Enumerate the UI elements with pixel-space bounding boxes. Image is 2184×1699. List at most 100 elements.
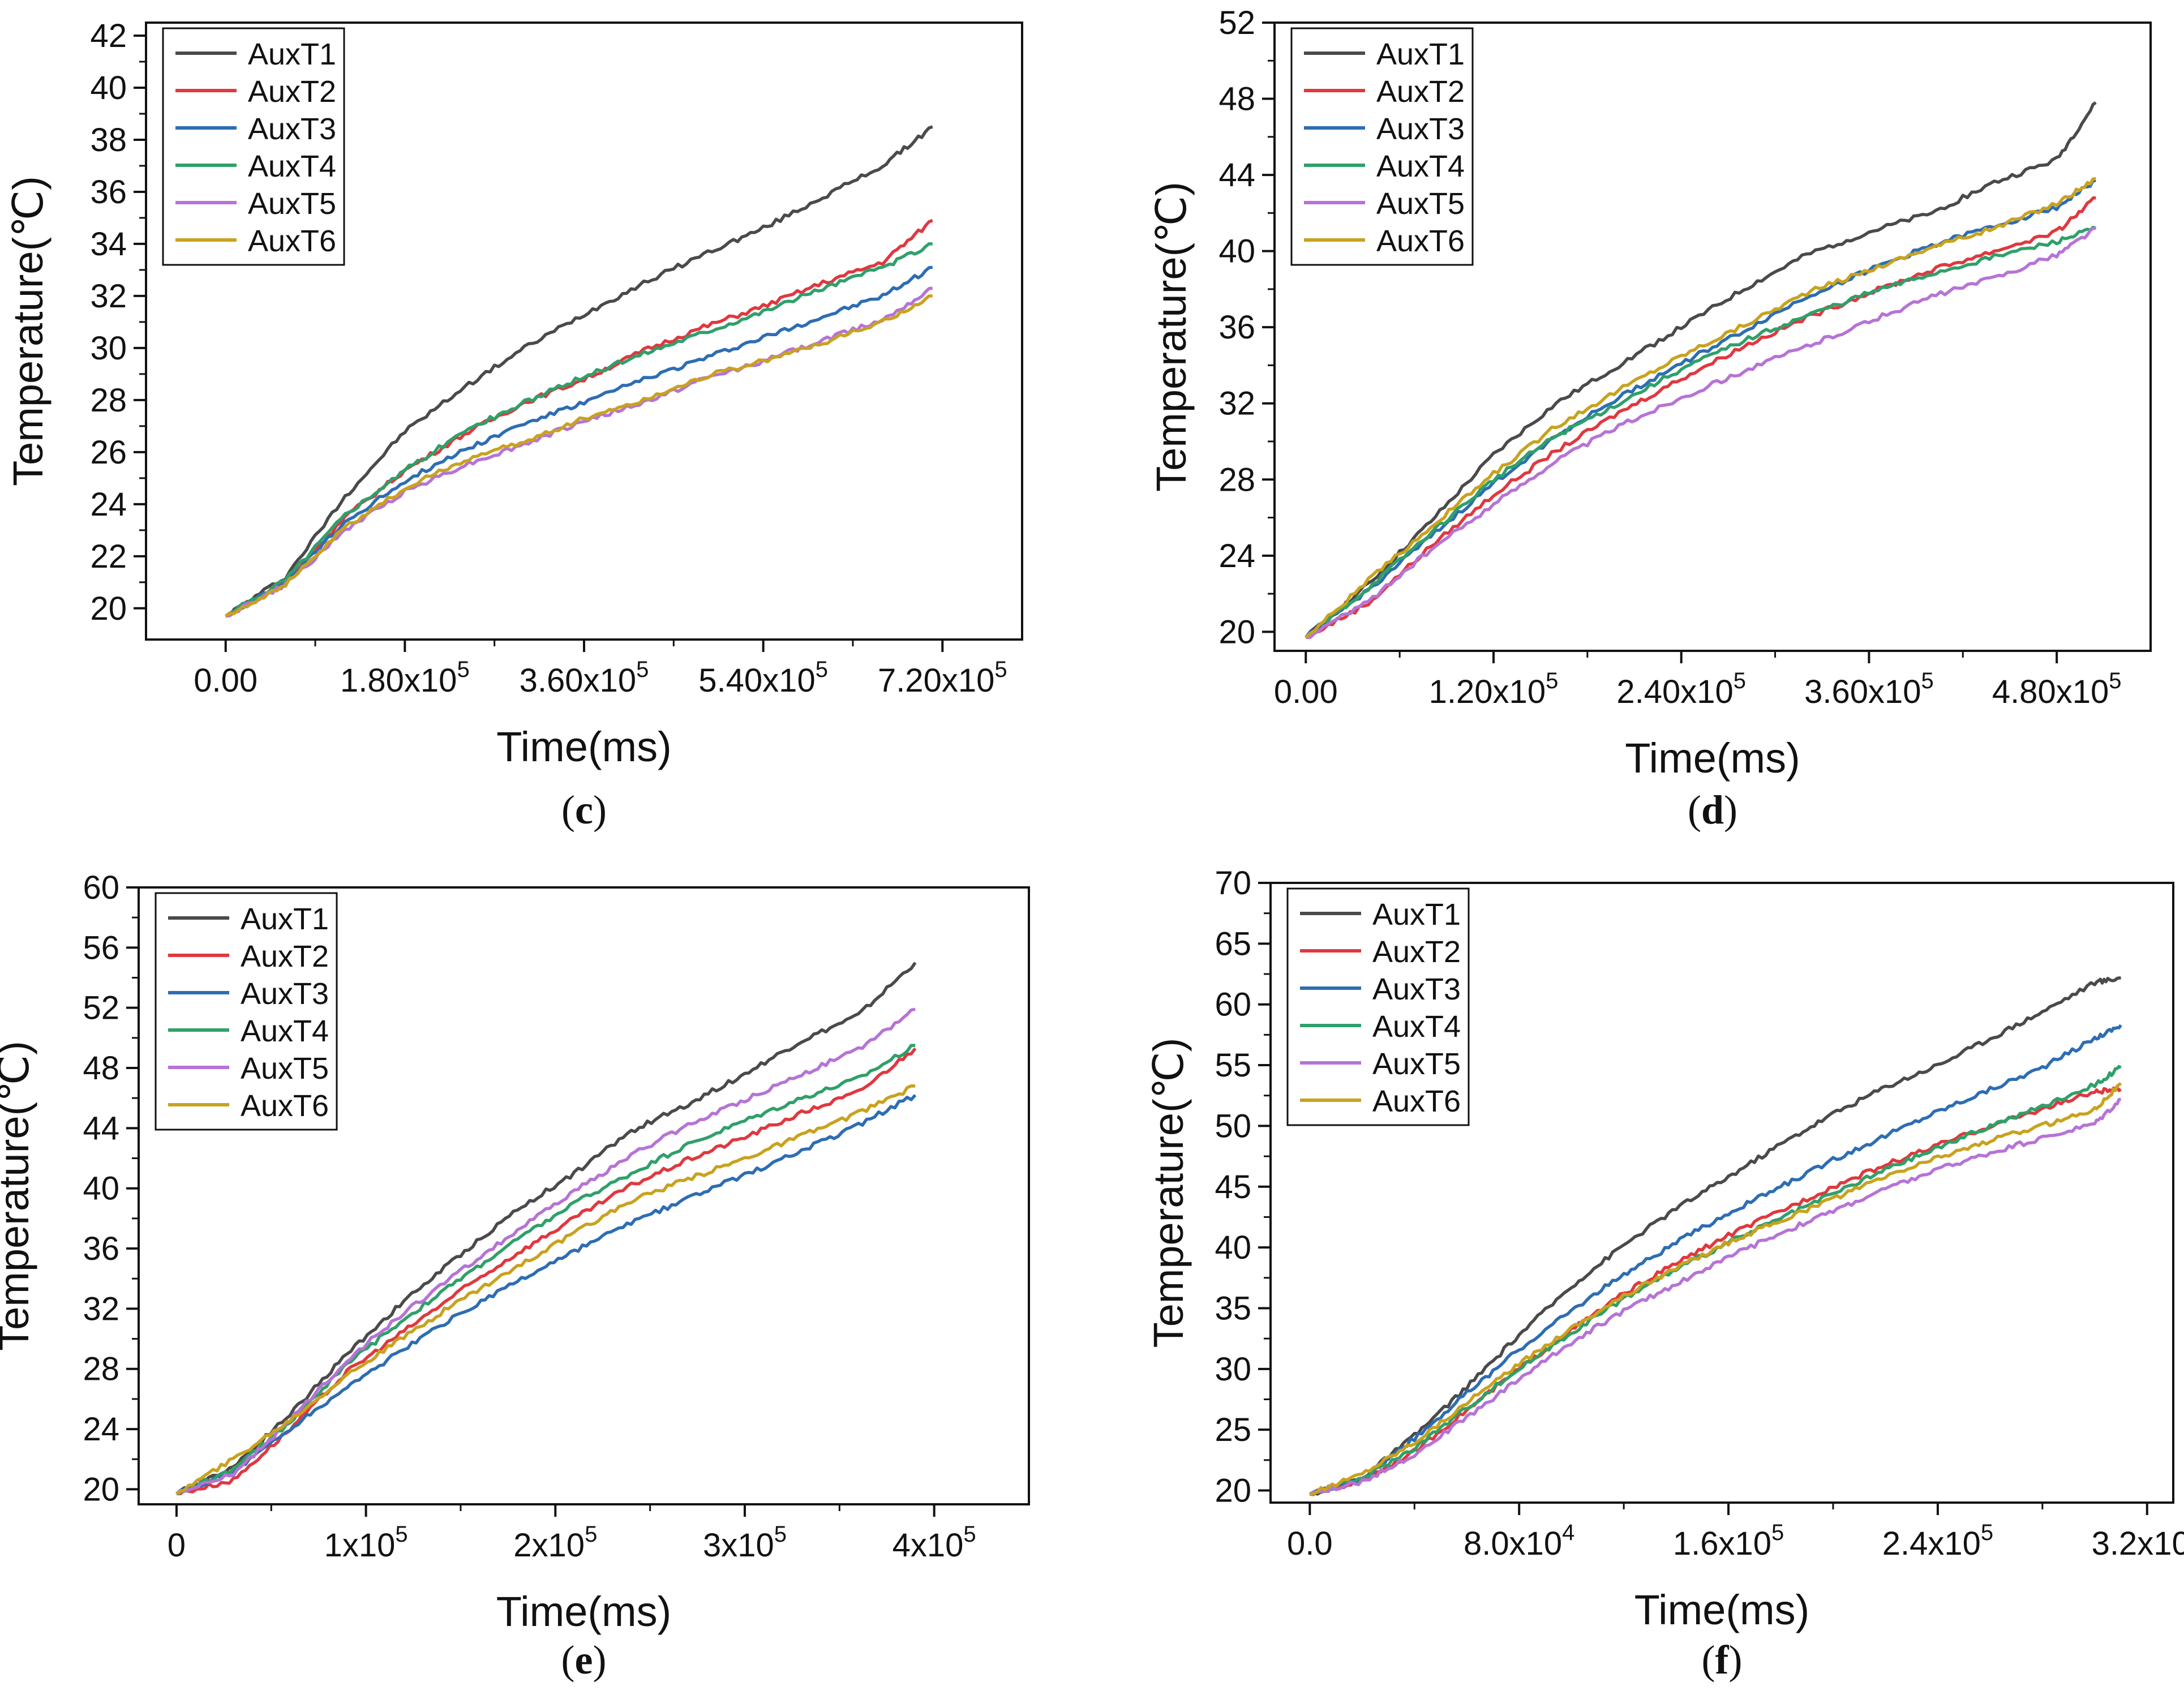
legend-label: AuxT3 bbox=[1376, 112, 1465, 146]
y-tick-label: 65 bbox=[1215, 925, 1251, 962]
legend-label: AuxT2 bbox=[241, 939, 329, 973]
y-tick-label: 40 bbox=[90, 70, 127, 106]
y-tick-label: 44 bbox=[83, 1110, 119, 1147]
legend-box bbox=[1290, 27, 1474, 266]
y-tick-label: 70 bbox=[1215, 865, 1251, 902]
x-tick-label-base: 5.40x10 bbox=[698, 662, 815, 699]
x-axis-label: Time(ms) bbox=[1634, 1586, 1810, 1633]
legend-label: AuxT5 bbox=[248, 187, 336, 221]
y-axis-label: Temperature(℃) bbox=[1148, 182, 1195, 492]
y-tick-label: 20 bbox=[90, 590, 127, 627]
x-tick-label-exponent: 5 bbox=[1771, 1520, 1784, 1545]
series-line-auxt3 bbox=[1308, 1024, 2122, 1496]
legend-label: AuxT3 bbox=[1372, 972, 1461, 1006]
x-tick-label: 1x105 bbox=[324, 1522, 408, 1564]
legend-label: AuxT2 bbox=[1372, 935, 1461, 969]
legend-label: AuxT4 bbox=[241, 1014, 329, 1048]
plot-frame bbox=[1269, 882, 2174, 1504]
legend-label: AuxT3 bbox=[241, 977, 329, 1011]
legend-label: AuxT4 bbox=[248, 149, 336, 183]
x-axis-label: Time(ms) bbox=[496, 723, 672, 770]
series-line-auxt1 bbox=[175, 962, 917, 1495]
y-tick-label: 40 bbox=[83, 1170, 119, 1207]
x-tick-label: 5.40x105 bbox=[698, 657, 828, 699]
x-tick-label-base: 2.4x10 bbox=[1882, 1525, 1981, 1562]
x-tick-label-base: 1.6x10 bbox=[1673, 1525, 1771, 1562]
series-line-auxt6 bbox=[225, 294, 933, 617]
x-tick-label-base: 7.20x10 bbox=[878, 662, 994, 699]
x-tick-label-base: 4.80x10 bbox=[1992, 673, 2109, 710]
x-tick-label-exponent: 5 bbox=[774, 1522, 787, 1547]
panel-caption: (e) bbox=[561, 1637, 607, 1683]
x-tick-label-exponent: 5 bbox=[636, 657, 649, 682]
x-tick-label-exponent: 5 bbox=[457, 657, 469, 682]
x-tick-label-base: 0.0 bbox=[1287, 1525, 1333, 1562]
series-line-auxt5 bbox=[1308, 1097, 2121, 1496]
x-tick-label-base: 0.00 bbox=[194, 662, 258, 699]
x-tick-label-exponent: 5 bbox=[2109, 668, 2121, 693]
x-tick-label: 2.40x105 bbox=[1616, 668, 1746, 710]
y-tick-label: 32 bbox=[83, 1290, 119, 1327]
series-line-auxt6 bbox=[1310, 1082, 2122, 1496]
series-line-auxt1 bbox=[225, 125, 933, 618]
legend-box bbox=[162, 27, 345, 266]
x-tick-label: 2.4x105 bbox=[1882, 1520, 1993, 1562]
series-line-auxt3 bbox=[225, 265, 933, 618]
y-tick-label: 52 bbox=[83, 990, 119, 1027]
x-tick-label: 2x105 bbox=[513, 1522, 597, 1564]
y-tick-label: 50 bbox=[1215, 1108, 1251, 1144]
panel-caption-letter: e bbox=[575, 1637, 593, 1683]
legend-label: AuxT2 bbox=[248, 75, 336, 109]
y-tick-label: 24 bbox=[1218, 538, 1255, 574]
legend-label: AuxT5 bbox=[1376, 187, 1465, 221]
plot-frame bbox=[138, 886, 1030, 1505]
series-line-auxt4 bbox=[225, 242, 933, 617]
legend-label: AuxT1 bbox=[241, 902, 329, 936]
x-tick-label-exponent: 5 bbox=[585, 1522, 597, 1547]
y-tick-label: 26 bbox=[90, 434, 127, 471]
y-tick-label: 20 bbox=[83, 1471, 119, 1508]
legend-label: AuxT6 bbox=[1372, 1084, 1461, 1118]
x-tick-label: 0.00 bbox=[194, 662, 258, 699]
plot-frame bbox=[1273, 22, 2152, 652]
x-tick-label-exponent: 4 bbox=[1562, 1520, 1574, 1545]
x-tick-label-base: 2.40x10 bbox=[1616, 673, 1733, 710]
legend-box bbox=[155, 892, 338, 1131]
y-tick-label: 44 bbox=[1218, 157, 1255, 194]
x-tick-label: 0 bbox=[168, 1527, 186, 1564]
legend-label: AuxT5 bbox=[241, 1052, 329, 1086]
x-tick-label: 1.6x105 bbox=[1673, 1520, 1784, 1562]
series-line-auxt5 bbox=[175, 1007, 916, 1495]
panel-caption-letter: c bbox=[575, 787, 593, 833]
series-group bbox=[175, 962, 917, 1496]
x-tick-label: 3.60x105 bbox=[1804, 668, 1934, 710]
legend-label: AuxT3 bbox=[248, 112, 336, 146]
x-tick-label-exponent: 5 bbox=[994, 657, 1007, 682]
series-line-auxt5 bbox=[1306, 226, 2096, 640]
x-tick-label-base: 3.60x10 bbox=[1804, 673, 1921, 710]
y-axis-label: Temperature(℃) bbox=[5, 176, 52, 486]
y-axis-label: Temperature(℃) bbox=[1145, 1038, 1192, 1348]
legend-label: AuxT1 bbox=[1372, 898, 1461, 932]
y-tick-label: 42 bbox=[90, 18, 127, 54]
y-tick-label: 52 bbox=[1218, 5, 1255, 41]
series-line-auxt6 bbox=[175, 1084, 916, 1495]
x-tick-label: 0.0 bbox=[1287, 1525, 1333, 1562]
x-tick-label-exponent: 5 bbox=[1546, 668, 1558, 693]
y-tick-label: 28 bbox=[1218, 461, 1255, 498]
series-line-auxt2 bbox=[176, 1047, 917, 1496]
y-tick-label: 28 bbox=[83, 1351, 119, 1388]
y-axis-label: Temperature(℃) bbox=[0, 1041, 37, 1351]
x-tick-label-base: 1.20x10 bbox=[1429, 673, 1546, 710]
y-tick-label: 32 bbox=[1218, 385, 1255, 422]
x-tick-label-base: 3x10 bbox=[703, 1527, 774, 1564]
panel-caption-letter: f bbox=[1715, 1637, 1730, 1683]
y-tick-label: 20 bbox=[1218, 613, 1255, 650]
x-tick-label: 4x105 bbox=[893, 1522, 976, 1564]
legend-label: AuxT6 bbox=[241, 1089, 329, 1123]
